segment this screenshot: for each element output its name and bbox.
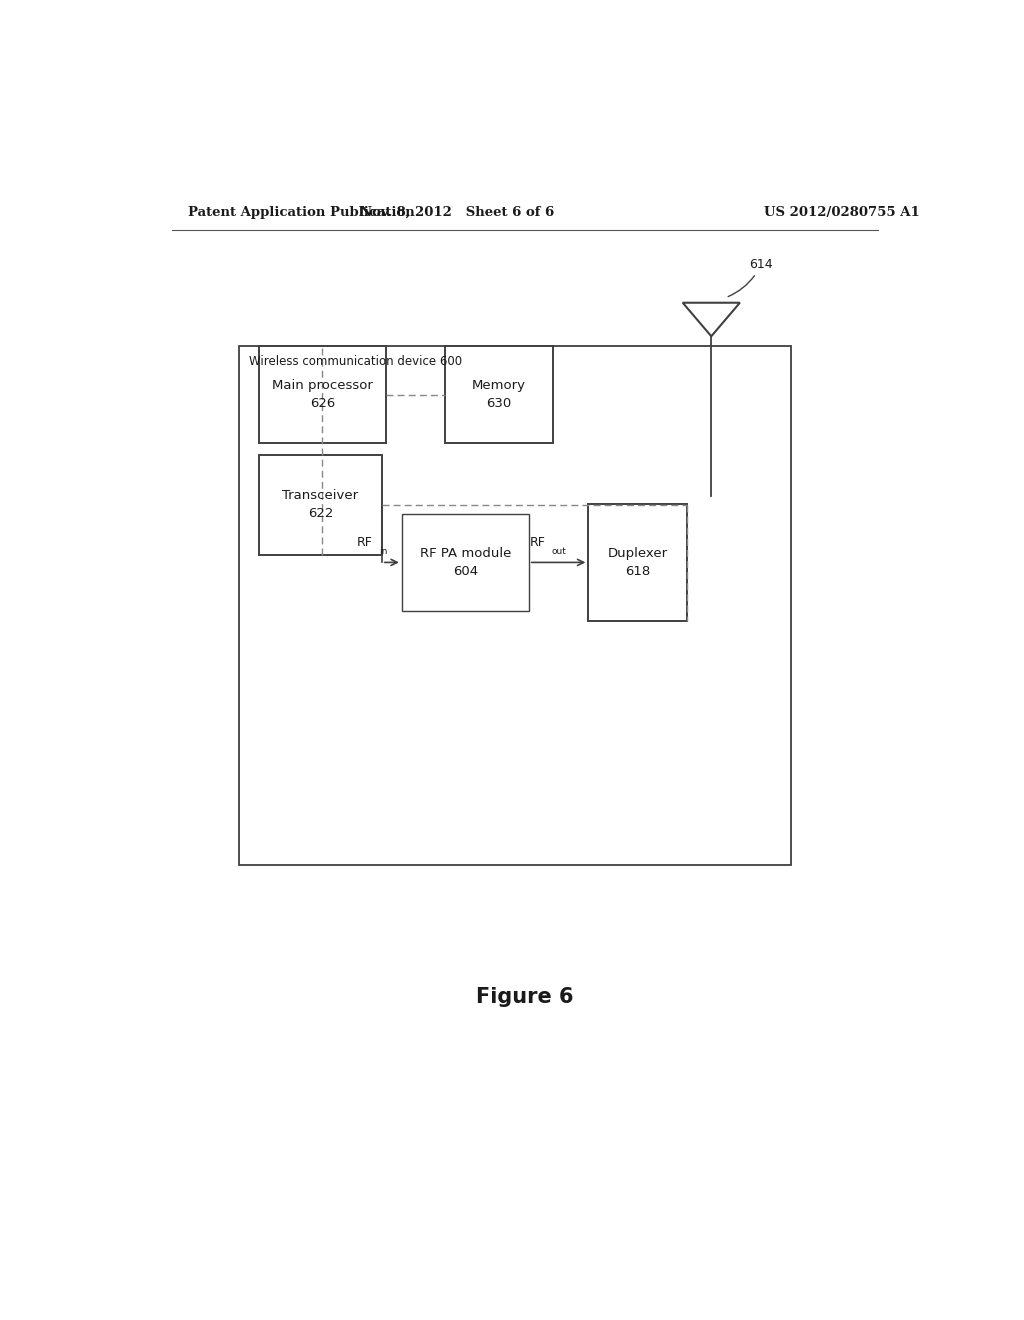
Bar (259, 455, 382, 554)
Bar (588, 504, 687, 620)
Text: US 2012/0280755 A1: US 2012/0280755 A1 (764, 206, 921, 219)
Bar (240, 346, 791, 865)
Bar (401, 515, 528, 611)
Text: Figure 6: Figure 6 (476, 987, 573, 1007)
Text: out: out (552, 546, 566, 556)
Text: Main processor
626: Main processor 626 (272, 379, 373, 411)
Text: Nov. 8, 2012   Sheet 6 of 6: Nov. 8, 2012 Sheet 6 of 6 (360, 206, 554, 219)
Text: Transceiver
622: Transceiver 622 (283, 490, 358, 520)
Text: in: in (379, 546, 387, 556)
Text: RF: RF (529, 536, 546, 549)
Text: Wireless communication device 600: Wireless communication device 600 (249, 355, 462, 367)
Text: RF PA module
604: RF PA module 604 (420, 546, 511, 578)
Bar (445, 346, 553, 444)
Bar (259, 346, 386, 444)
Text: Patent Application Publication: Patent Application Publication (187, 206, 415, 219)
Text: Memory
630: Memory 630 (472, 379, 526, 411)
Text: Duplexer
618: Duplexer 618 (608, 546, 668, 578)
Text: 614: 614 (728, 257, 773, 297)
Text: RF: RF (356, 536, 373, 549)
